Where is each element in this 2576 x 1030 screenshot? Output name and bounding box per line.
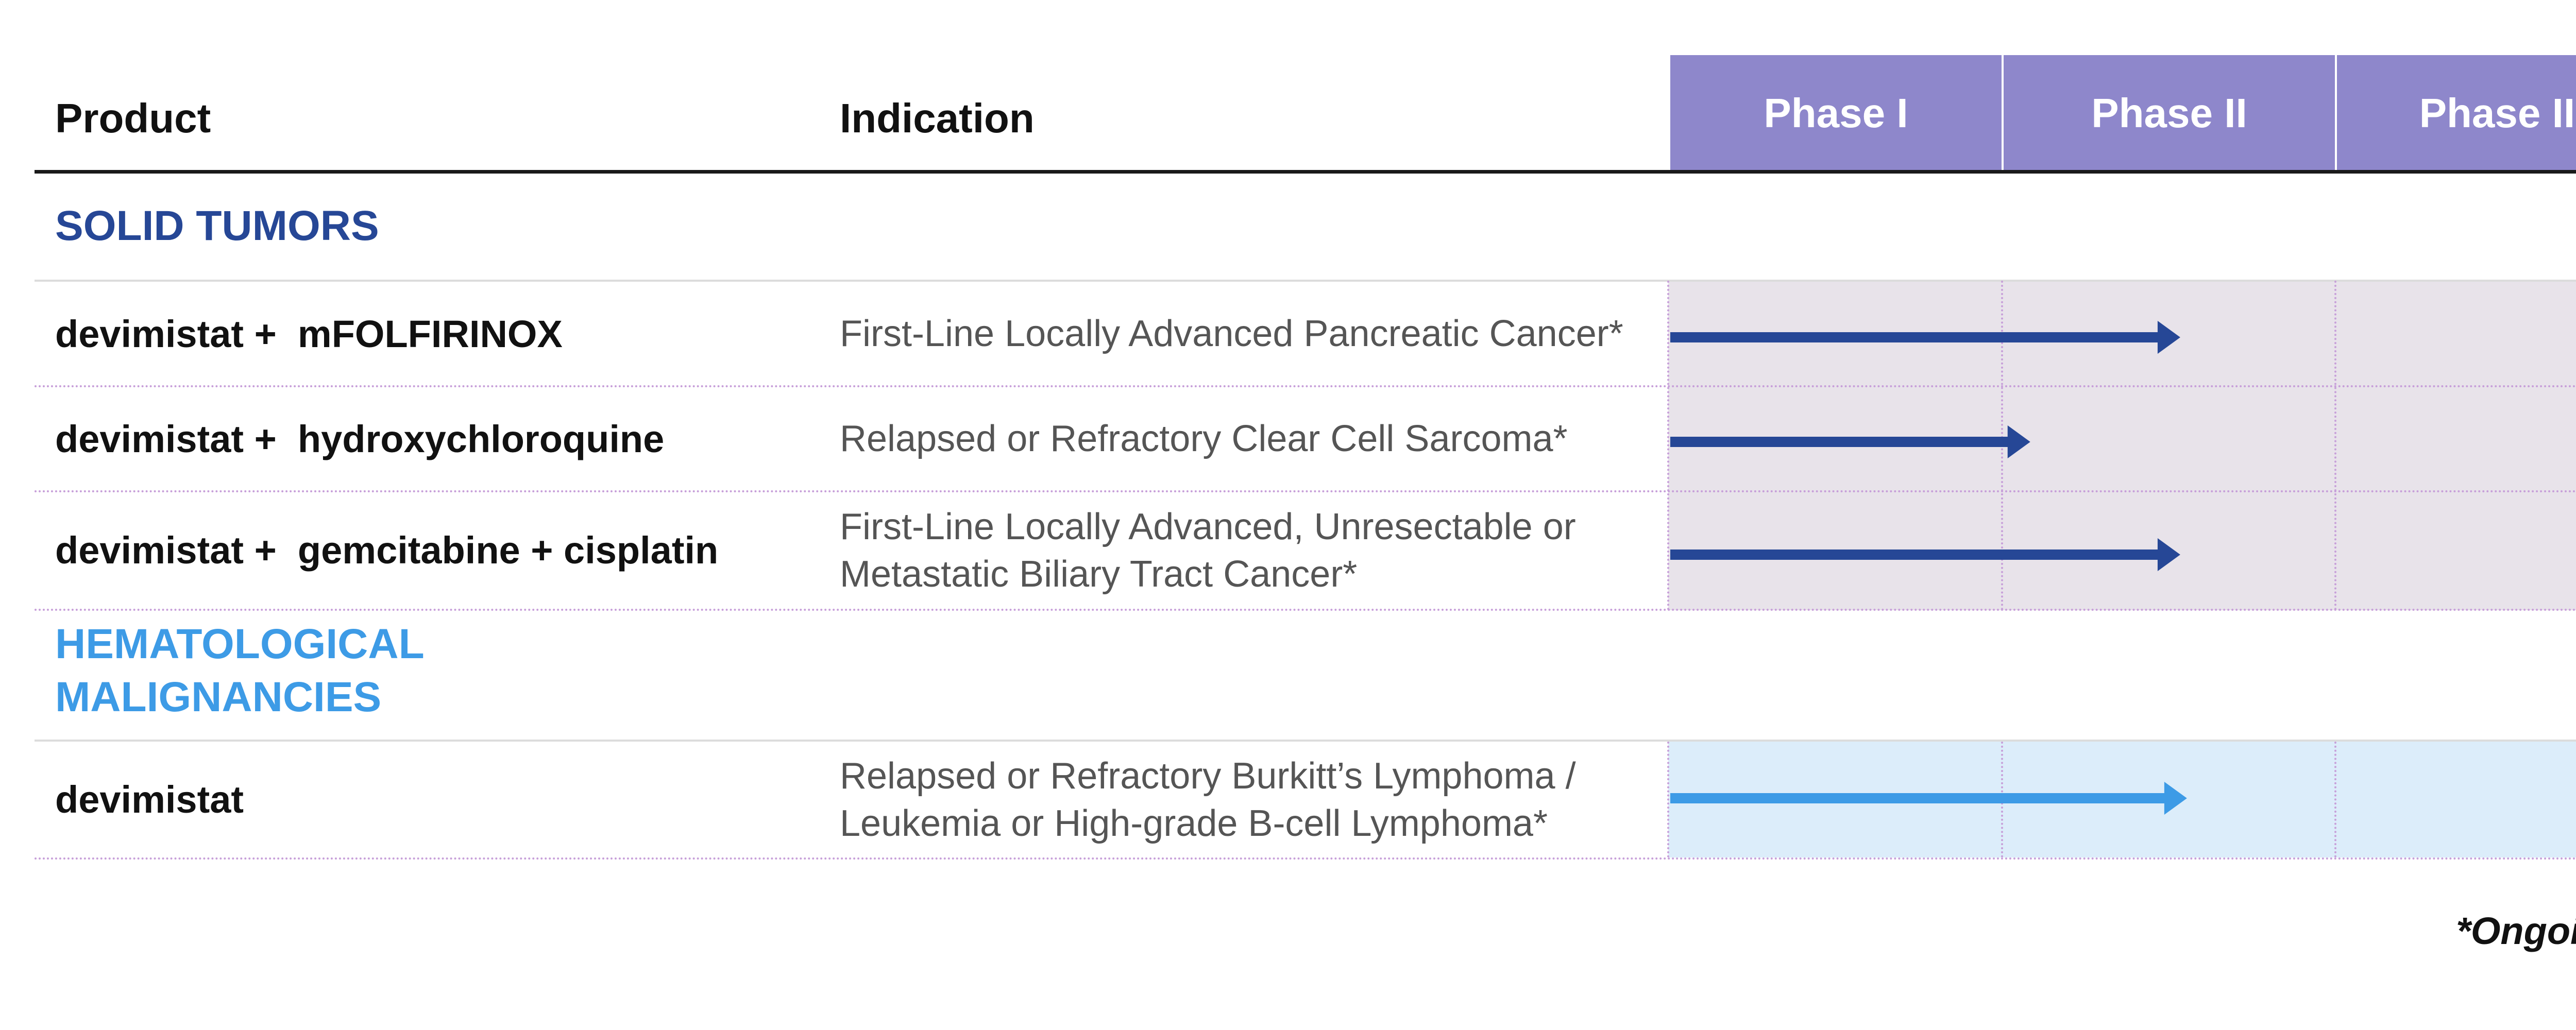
- phase-ii-header: Phase II: [2004, 55, 2335, 171]
- product-hydroxychloroquine: devimistat + hydroxychloroquine: [55, 417, 665, 460]
- progress-arrow: [1670, 782, 2187, 815]
- progress-arrow: [1670, 321, 2180, 354]
- product-gemcitabine-cisplatin: devimistat + gemcitabine + cisplatin: [55, 529, 719, 572]
- phase-divider: [2334, 742, 2336, 857]
- section-divider: [35, 280, 2576, 282]
- row-divider: [35, 857, 2576, 860]
- indication-biliary-tract-cancer: First-Line Locally Advanced, Unresectabl…: [840, 506, 1576, 595]
- progress-arrow-head: [2157, 321, 2180, 354]
- row-divider: [35, 385, 2576, 387]
- indication-burkitts-lymphoma: Relapsed or Refractory Burkitt’s Lymphom…: [840, 755, 1576, 844]
- row-divider: [35, 490, 2576, 492]
- progress-arrow-head: [2164, 782, 2187, 815]
- progress-arrow-head: [2157, 538, 2180, 571]
- progress-arrow: [1670, 425, 2030, 458]
- progress-arrow-shaft: [1670, 793, 2166, 803]
- header-divider: [35, 170, 2576, 174]
- progress-arrow-shaft: [1670, 332, 2160, 342]
- progress-arrow-head: [2007, 425, 2030, 458]
- progress-arrow-shaft: [1670, 550, 2160, 560]
- section-divider: [35, 740, 2576, 742]
- indication-pancreatic-cancer: First-Line Locally Advanced Pancreatic C…: [840, 313, 1623, 354]
- section-title-hematological-malignancies: HEMATOLOGICAL MALIGNANCIES: [55, 621, 424, 720]
- section-title-solid-tumors: SOLID TUMORS: [55, 202, 379, 249]
- indication-column-header: Indication: [840, 95, 1035, 141]
- progress-arrow: [1670, 538, 2180, 571]
- phase-divider: [1667, 742, 1669, 857]
- phase-iii-header: Phase III: [2337, 55, 2576, 171]
- progress-arrow-shaft: [1670, 437, 2010, 447]
- product-devimistat: devimistat: [55, 778, 244, 821]
- phase-divider: [2334, 281, 2336, 610]
- row-divider: [35, 609, 2576, 611]
- indication-clear-cell-sarcoma: Relapsed or Refractory Clear Cell Sarcom…: [840, 418, 1568, 459]
- product-mfolfirinox: devimistat + mFOLFIRINOX: [55, 312, 563, 355]
- phase-divider: [1667, 281, 1669, 610]
- footnote-ongoing: *Ongoing: [2456, 909, 2576, 952]
- phase-i-header: Phase I: [1670, 55, 2002, 171]
- product-column-header: Product: [55, 95, 211, 141]
